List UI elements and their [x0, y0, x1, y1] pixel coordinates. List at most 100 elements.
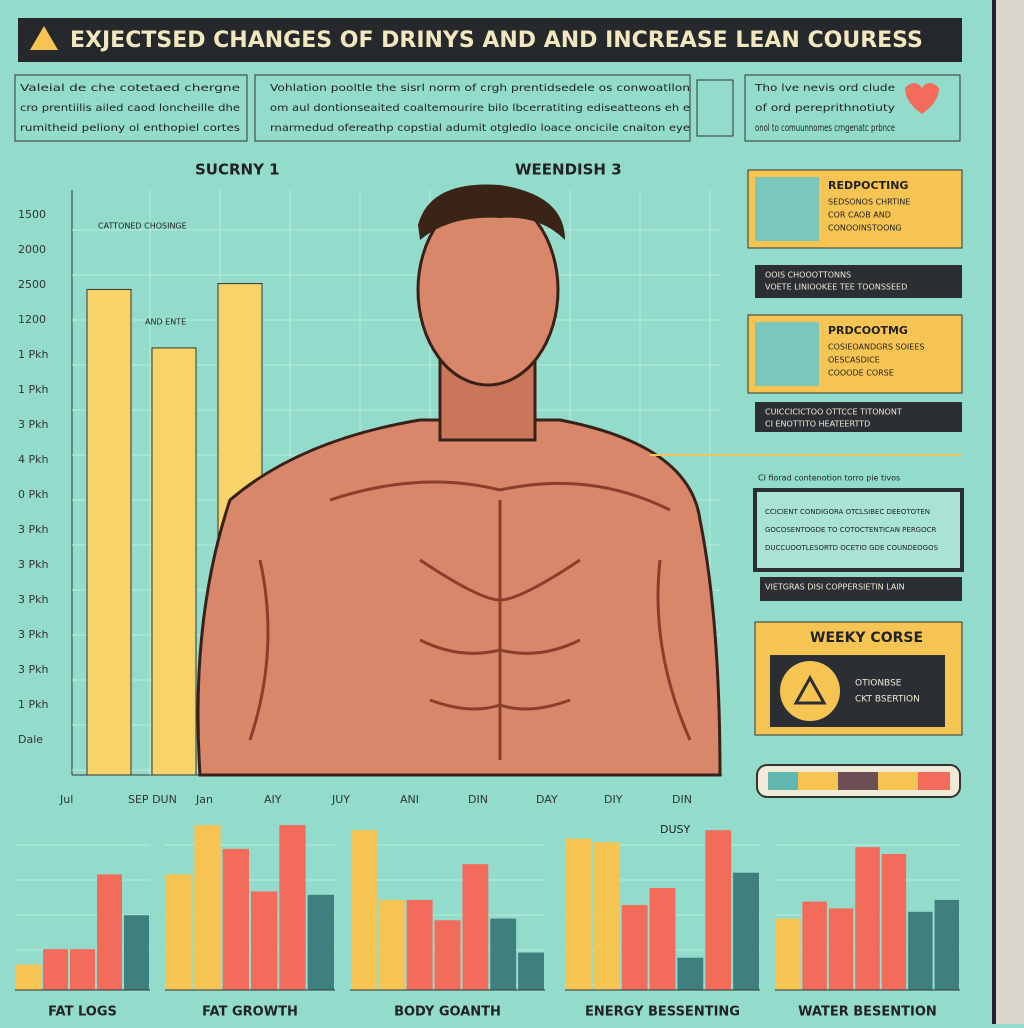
- label: 1200: [18, 313, 46, 326]
- label: 3 Pkh: [18, 418, 48, 431]
- icon-box: [696, 79, 734, 137]
- label: CATTONED CHOSINGE: [98, 222, 187, 231]
- bar: [166, 874, 193, 990]
- label: SEDSONOS CHRTINE: [828, 198, 910, 207]
- label: CUICCICICTOO OTTCCE TITONONT: [765, 408, 902, 417]
- bar: [151, 347, 197, 776]
- label: ENERGY BESSENTING: [585, 1005, 740, 1020]
- bar: [677, 957, 704, 990]
- heart-icon: [905, 83, 939, 114]
- strip: [755, 265, 962, 298]
- label: WATER BESENTION: [798, 1005, 937, 1020]
- label: BODY GOANTH: [394, 1005, 501, 1020]
- title: EXJECTSED CHANGES OF DRINYS AND AND INCR…: [70, 28, 923, 53]
- label: 4 Pkh: [18, 453, 48, 466]
- label: OOIS CHOOOTTONNS: [765, 271, 851, 280]
- label: 1 Pkh: [18, 383, 48, 396]
- label: rumitheid peliony ol enthopiel cortes: [20, 123, 240, 134]
- bar: [279, 825, 306, 990]
- bar: [490, 918, 517, 990]
- label: DIN: [468, 793, 488, 806]
- label: VIETGRAS DISI COPPERSIETIN LAIN: [765, 583, 905, 592]
- warn-icon: [780, 661, 840, 721]
- label: CKT BSERTION: [855, 695, 920, 705]
- card-image: [755, 322, 819, 386]
- label: GOCOSENTOGDE TO COTOCTENTICAN PERGOCR: [765, 526, 937, 534]
- pill-seg: [768, 772, 798, 790]
- label: Tho lve nevis ord clude: [754, 83, 895, 94]
- label: 3 Pkh: [18, 593, 48, 606]
- warn-triangle: [793, 674, 827, 705]
- label: SEP DUN: [128, 793, 177, 806]
- label: 3 Pkh: [18, 628, 48, 641]
- pill-seg: [918, 772, 950, 790]
- card-image: [755, 177, 819, 241]
- bar: [251, 891, 278, 990]
- label: DUSY: [660, 823, 691, 836]
- bar: [802, 901, 827, 990]
- strip: [760, 577, 962, 601]
- bar: [908, 911, 933, 990]
- label: Jul: [59, 793, 73, 806]
- bar: [434, 920, 461, 990]
- label: rnarmedud ofereathp copstial adumit otgl…: [270, 123, 690, 134]
- text-box: [753, 488, 964, 572]
- label: PRDCOOTMG: [828, 324, 908, 337]
- bar: [97, 874, 122, 990]
- label: 0 Pkh: [18, 488, 48, 501]
- label: of ord pereprithnotiuty: [755, 103, 895, 114]
- title-banner: [18, 18, 962, 62]
- bar: [593, 842, 620, 990]
- label: OTIONBSE: [855, 679, 902, 689]
- label: AND ENTE: [145, 318, 186, 327]
- bar: [566, 838, 592, 990]
- label: 2500: [18, 278, 46, 291]
- bar: [733, 872, 759, 990]
- bar: [194, 825, 221, 990]
- pill-seg: [798, 772, 838, 790]
- label: DIN: [672, 793, 692, 806]
- label: cro prentiilis ailed caod loncheille dhe: [20, 103, 240, 114]
- muscle-lines: [248, 480, 692, 760]
- bar: [351, 830, 377, 990]
- label: JUY: [331, 793, 350, 806]
- label: 2000: [18, 243, 46, 256]
- label: OESCASDICE: [828, 356, 880, 365]
- label: SUCRNY 1: [195, 161, 280, 179]
- bar: [518, 952, 544, 990]
- label: Valeial de che cotetaed chergne: [20, 83, 240, 94]
- label: COR CAOB AND: [828, 211, 891, 220]
- label: FAT LOGS: [48, 1005, 117, 1020]
- bar: [705, 830, 732, 990]
- bar: [70, 949, 95, 990]
- pill-seg: [878, 772, 918, 790]
- intro: [14, 74, 961, 142]
- bar: [855, 847, 880, 990]
- bar: [881, 854, 907, 990]
- label: REDPOCTING: [828, 179, 908, 192]
- intro-box: [744, 74, 961, 142]
- bar: [307, 894, 334, 990]
- label: 3 Pkh: [18, 663, 48, 676]
- figure: [196, 184, 722, 777]
- label: CONOOINSTOONG: [828, 224, 902, 233]
- pill-seg: [838, 772, 878, 790]
- bar: [934, 899, 959, 990]
- bottom-panels: [15, 825, 960, 991]
- label: 1 Pkh: [18, 348, 48, 361]
- bar: [462, 864, 489, 990]
- label: VOETE LINIOOKEE TEE TOONSSEED: [765, 283, 907, 292]
- label: CI fiorad contenotion torro pie tivos: [758, 474, 900, 483]
- bar: [621, 905, 648, 990]
- label: 1500: [18, 208, 46, 221]
- label: FAT GROWTH: [202, 1005, 298, 1020]
- label: AIY: [264, 793, 282, 806]
- label: om aul dontionseaited coaltemourire bilo…: [270, 103, 690, 114]
- label: WEENDISH 3: [515, 161, 622, 179]
- label: WEEKY CORSE: [810, 630, 923, 646]
- label: DIY: [604, 793, 623, 806]
- label: Jan: [195, 793, 213, 806]
- torso: [196, 418, 722, 777]
- label: ANI: [400, 793, 419, 806]
